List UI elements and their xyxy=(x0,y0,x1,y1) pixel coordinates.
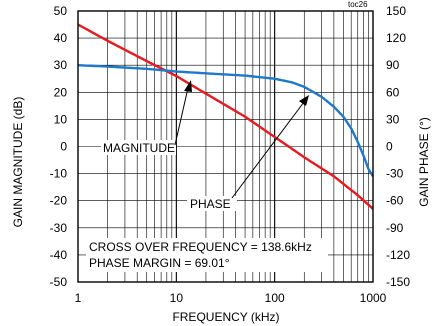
phase-label-bg xyxy=(187,196,237,211)
magnitude-label-bg xyxy=(101,140,176,155)
y-left-tick-label: 20 xyxy=(54,85,68,99)
phase-arrowhead xyxy=(299,95,309,106)
y-left-tick-label: 10 xyxy=(54,112,68,126)
y-left-tick-label: 30 xyxy=(54,58,68,72)
y-left-tick-label: 0 xyxy=(60,140,67,154)
magnitude-label: MAGNITUDE xyxy=(103,141,175,155)
y-right-tick-label: 30 xyxy=(386,112,400,126)
y-right-tick-label: 90 xyxy=(386,58,400,72)
y-right-tick-label: -120 xyxy=(386,248,410,262)
series-line-magnitude xyxy=(77,23,374,210)
x-tick-labels: 1 10 100 1000 xyxy=(75,291,387,305)
phase-arrow xyxy=(231,101,305,199)
y-right-tick-label: 60 xyxy=(386,85,400,99)
y-left-tick-label: -20 xyxy=(50,194,68,208)
y-right-tick-label: 120 xyxy=(386,31,406,45)
x-axis-label: FREQUENCY (kHz) xyxy=(172,310,279,324)
y-right-axis-label: GAIN PHASE (°) xyxy=(417,117,431,206)
x-tick-label: 10 xyxy=(170,291,184,305)
y-right-tick-label: -90 xyxy=(386,221,404,235)
phase-label: PHASE xyxy=(190,197,231,211)
plot-frame xyxy=(77,10,374,283)
y-right-tick-label: -30 xyxy=(386,167,404,181)
grid xyxy=(77,10,374,283)
y-right-tick-label: 0 xyxy=(386,140,393,154)
y-right-tick-label: -60 xyxy=(386,194,404,208)
toc-label: toc26 xyxy=(348,0,368,9)
crossover-text-bg xyxy=(86,238,328,272)
y-left-tick-label: -40 xyxy=(50,248,68,262)
y-left-tick-label: -50 xyxy=(50,275,68,289)
x-tick-label: 1000 xyxy=(360,291,387,305)
phase-margin-text: PHASE MARGIN = 69.01° xyxy=(89,256,230,270)
y-left-tick-label: -10 xyxy=(50,167,68,181)
x-tick-label: 1 xyxy=(75,291,82,305)
y-left-tick-label: -30 xyxy=(50,221,68,235)
magnitude-arrowhead xyxy=(184,80,192,92)
y-left-axis-label: GAIN MAGNITUDE (dB) xyxy=(11,97,25,228)
series-line-phase xyxy=(77,64,375,177)
y-right-tick-label: -150 xyxy=(386,275,410,289)
y-left-tick-label: 40 xyxy=(54,31,68,45)
annotation-layer: MAGNITUDE PHASE CROSS OVER FREQUENCY = 138… xyxy=(86,80,328,272)
y-right-tick-label: 150 xyxy=(386,4,406,18)
x-tick-label: 100 xyxy=(265,291,285,305)
y-right-tick-labels: 150 120 90 60 30 0 -30 -60 -90 -120 -150 xyxy=(386,4,410,289)
crossover-frequency-text: CROSS OVER FREQUENCY = 138.6kHz xyxy=(89,240,312,254)
series-layer xyxy=(77,23,375,210)
magnitude-arrow xyxy=(174,87,189,146)
y-left-tick-label: 50 xyxy=(54,4,68,18)
y-left-tick-labels: 50 40 30 20 10 0 -10 -20 -30 -40 -50 xyxy=(50,4,68,289)
